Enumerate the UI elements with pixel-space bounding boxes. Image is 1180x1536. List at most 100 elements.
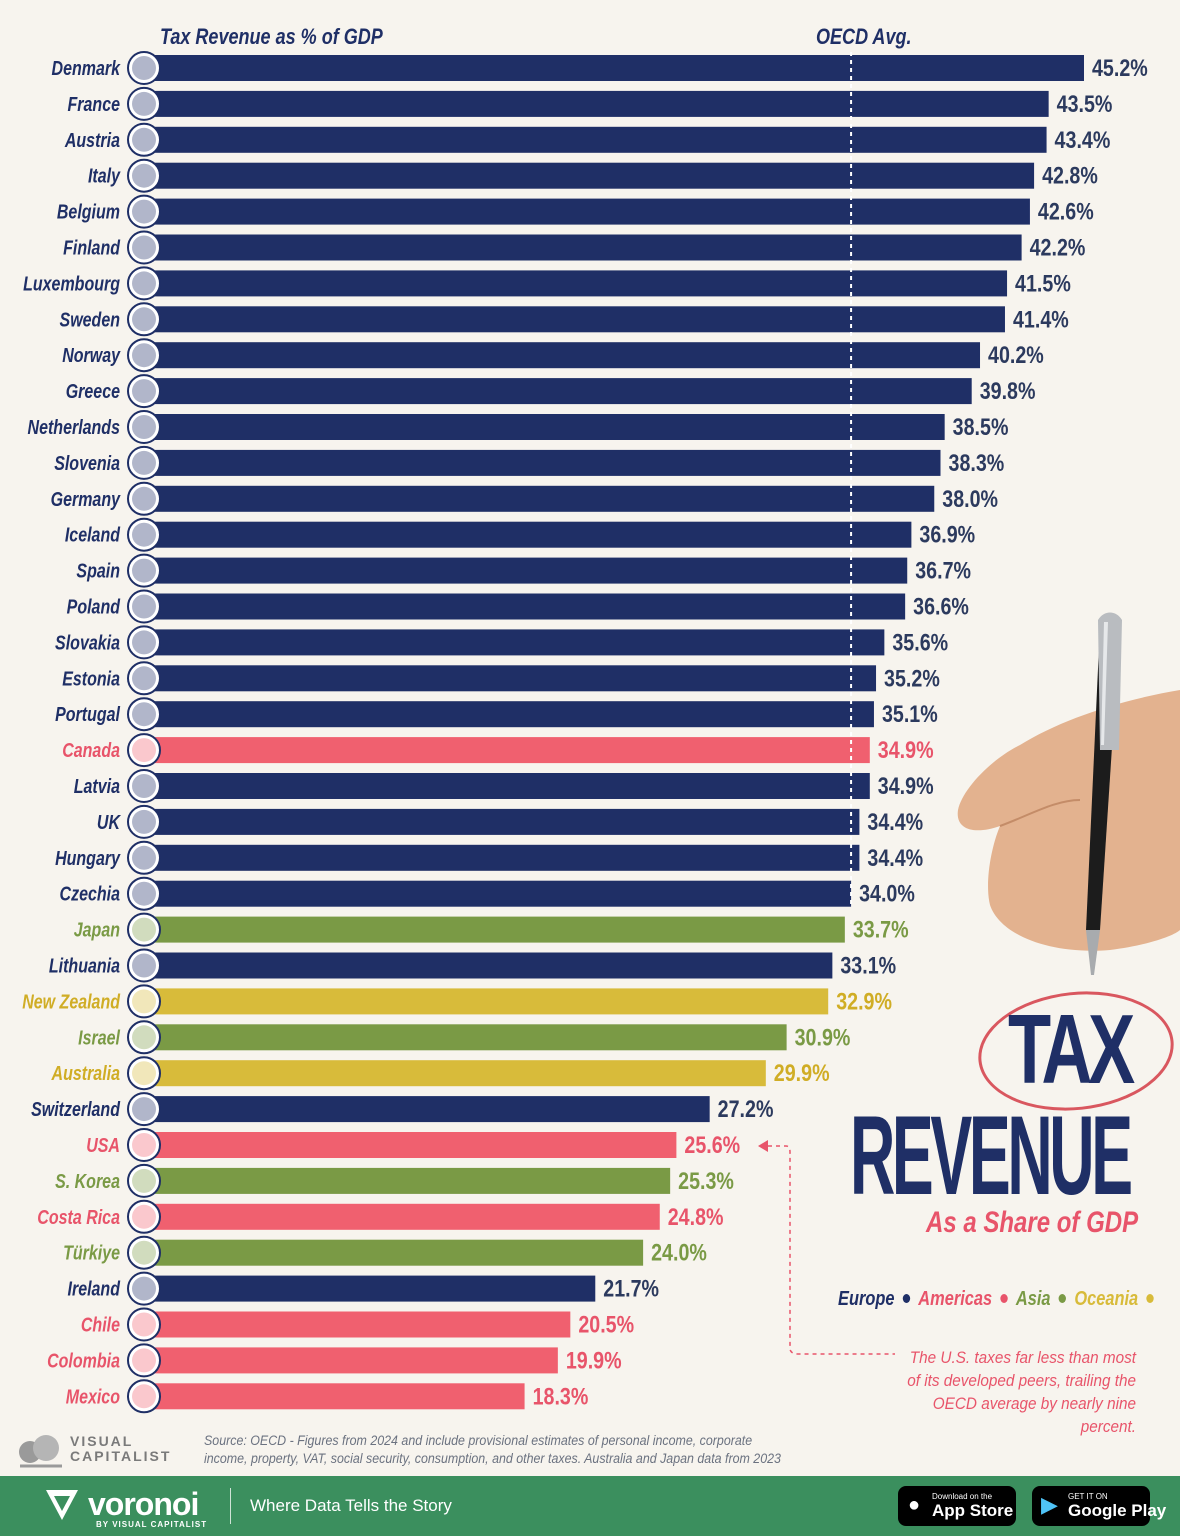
flag-icon-mexico	[127, 1379, 161, 1414]
category-label: Denmark	[52, 57, 121, 79]
category-label: Slovakia	[55, 632, 120, 654]
value-label: 33.1%	[840, 952, 896, 979]
legend-oceania-dot	[1146, 1294, 1154, 1303]
flag-icon-s-korea	[127, 1163, 161, 1198]
flag-icon-lithuania	[127, 948, 161, 983]
bar-chart: Tax Revenue as % of GDP OECD Avg. Denmar…	[22, 25, 1180, 1414]
category-label: Chile	[81, 1314, 120, 1336]
flag-fill	[132, 953, 156, 978]
source-note: Source: OECD - Figures from 2024 and inc…	[204, 1433, 781, 1466]
flag-icon-colombia	[127, 1343, 161, 1378]
category-label: Netherlands	[28, 416, 120, 438]
flag-fill	[132, 809, 156, 834]
play-icon: ▶	[1041, 1492, 1058, 1517]
category-label: Belgium	[57, 201, 120, 223]
category-label: Luxembourg	[23, 273, 120, 295]
value-label: 29.9%	[774, 1059, 830, 1086]
flag-fill	[132, 199, 156, 224]
legend-asia-label: Asia	[1015, 1288, 1051, 1310]
category-label: UK	[97, 811, 122, 833]
category-label: Estonia	[62, 668, 120, 690]
bar-sweden	[144, 306, 1005, 333]
value-label: 45.2%	[1092, 54, 1148, 81]
legend-europe-label: Europe	[838, 1288, 895, 1310]
visual-capitalist-wordmark: VISUAL CAPITALIST	[70, 1433, 172, 1464]
value-label: 36.6%	[913, 593, 969, 620]
value-label: 34.4%	[867, 844, 923, 871]
category-label: Colombia	[47, 1350, 120, 1372]
bar-denmark	[144, 55, 1084, 81]
oecd-avg-label: OECD Avg.	[816, 25, 912, 49]
flag-fill	[132, 1168, 156, 1193]
bar-ireland	[144, 1275, 596, 1302]
bar-t-rkiye	[144, 1239, 644, 1266]
flag-icon-canada	[127, 733, 161, 768]
flag-icon-germany	[127, 481, 161, 516]
category-label: Poland	[67, 596, 121, 618]
flag-icon-hungary	[127, 840, 161, 875]
flag-icon-israel	[127, 1020, 161, 1055]
flag-fill	[132, 56, 156, 80]
flag-fill	[132, 1312, 156, 1337]
headline-revenue: REVENUE	[850, 1093, 1133, 1218]
footer-divider	[230, 1488, 231, 1524]
value-label: 35.1%	[882, 700, 938, 727]
bar-iceland	[144, 521, 912, 548]
flag-fill	[132, 450, 156, 475]
bar-greece	[144, 378, 972, 405]
value-label: 41.4%	[1013, 305, 1069, 332]
footer-tagline: Where Data Tells the Story	[250, 1496, 452, 1515]
value-label: 34.4%	[867, 808, 923, 835]
bar-norway	[144, 342, 981, 369]
category-label: USA	[86, 1134, 120, 1156]
visual-capitalist-icon	[19, 1435, 62, 1468]
category-label: Sweden	[60, 309, 120, 331]
category-label: Austria	[64, 129, 120, 151]
category-label: Italy	[88, 165, 121, 187]
legend-oceania-label: Oceania	[1074, 1288, 1139, 1310]
bar-new-zealand	[144, 988, 829, 1015]
category-label: Costa Rica	[37, 1206, 120, 1228]
value-label: 32.9%	[836, 988, 892, 1015]
category-label: Greece	[66, 380, 120, 402]
flag-fill	[132, 1133, 156, 1157]
headline-subtitle: As a Share of GDP	[925, 1206, 1138, 1239]
bar-estonia	[144, 665, 877, 692]
category-label: Switzerland	[31, 1098, 121, 1120]
legend-americas-label: Americas	[918, 1288, 993, 1310]
flag-icon-sweden	[127, 302, 161, 337]
value-label: 34.0%	[859, 880, 915, 907]
legend-europe-dot	[902, 1294, 911, 1303]
chart-title: Tax Revenue as % of GDP	[160, 25, 383, 49]
flag-icon-luxembourg	[127, 266, 161, 301]
bar-slovenia	[144, 449, 941, 476]
value-label: 20.5%	[578, 1311, 634, 1338]
flag-fill	[132, 1240, 156, 1265]
flag-icon-poland	[127, 589, 161, 624]
flag-icon-usa	[127, 1128, 161, 1162]
flag-icon-chile	[127, 1307, 161, 1342]
legend: Europe Americas Asia Oceania	[838, 1288, 1162, 1311]
flag-icon-t-rkiye	[127, 1235, 161, 1270]
value-label: 34.9%	[878, 772, 934, 799]
value-label: 33.7%	[853, 916, 909, 943]
flag-icon-new-zealand	[127, 984, 161, 1019]
flag-fill	[132, 738, 156, 763]
google-play-badge[interactable]: ▶ GET IT ON Google Play	[1032, 1486, 1166, 1526]
flag-icon-france	[127, 86, 161, 121]
flag-fill	[132, 1097, 156, 1122]
app-store-badge[interactable]: ● Download on the App Store	[898, 1486, 1016, 1526]
bar-costa-rica	[144, 1203, 660, 1230]
bar-portugal	[144, 701, 874, 728]
bar-finland	[144, 234, 1022, 261]
flag-icon-italy	[127, 158, 161, 193]
flag-icon-norway	[127, 338, 161, 373]
category-label: Germany	[51, 488, 121, 510]
bar-usa	[144, 1132, 677, 1158]
flag-icon-belgium	[127, 194, 161, 229]
value-label: 19.9%	[566, 1347, 622, 1374]
flag-fill	[132, 989, 156, 1014]
flag-icon-slovakia	[127, 625, 161, 660]
usa-annotation: The U.S. taxes far less than most of its…	[907, 1348, 1136, 1436]
flag-fill	[132, 127, 156, 152]
